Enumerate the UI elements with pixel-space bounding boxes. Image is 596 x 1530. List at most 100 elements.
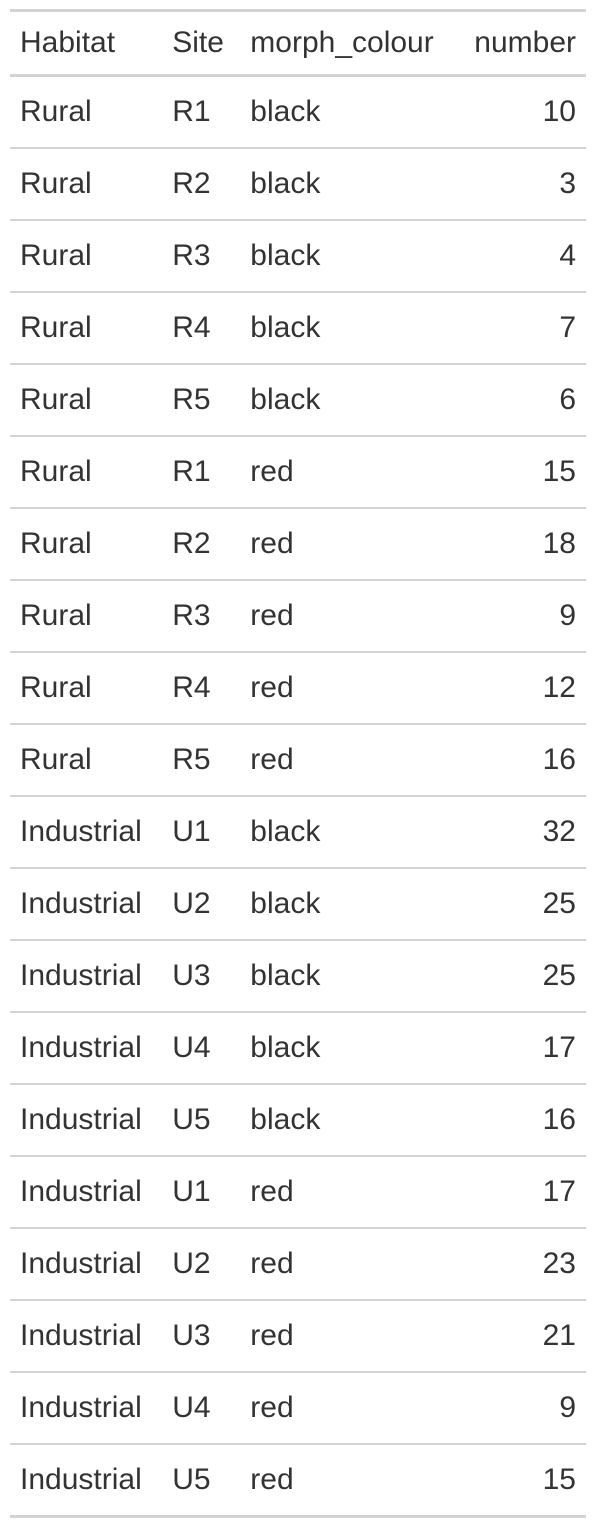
header-row: Habitat Site morph_colour number bbox=[10, 10, 586, 76]
table-row: Rural R2 black 3 bbox=[10, 148, 586, 220]
cell-habitat: Rural bbox=[20, 671, 92, 704]
cell-number: 9 bbox=[559, 1391, 576, 1424]
table-row: Industrial U2 red 23 bbox=[10, 1228, 586, 1300]
cell-site: U3 bbox=[172, 959, 211, 992]
cell-habitat: Rural bbox=[20, 383, 92, 416]
cell-site: U1 bbox=[172, 1175, 211, 1208]
cell-habitat: Rural bbox=[20, 167, 92, 200]
cell-site: R4 bbox=[172, 671, 211, 704]
cell-number: 15 bbox=[542, 1463, 576, 1496]
cell-morph-colour: red bbox=[250, 527, 294, 560]
cell-site: R5 bbox=[172, 743, 211, 776]
table-row: Rural R3 red 9 bbox=[10, 580, 586, 652]
table-row: Rural R4 red 12 bbox=[10, 652, 586, 724]
cell-morph-colour: black bbox=[250, 959, 321, 992]
cell-morph-colour: black bbox=[250, 1103, 321, 1136]
table-row: Industrial U5 red 15 bbox=[10, 1444, 586, 1517]
table-row: Rural R3 black 4 bbox=[10, 220, 586, 292]
cell-morph-colour: red bbox=[250, 743, 294, 776]
cell-habitat: Industrial bbox=[20, 1175, 142, 1208]
cell-number: 23 bbox=[542, 1247, 576, 1280]
cell-morph-colour: red bbox=[250, 671, 294, 704]
data-table-container: Habitat Site morph_colour number Rural R1… bbox=[10, 9, 586, 1518]
cell-site: R4 bbox=[172, 311, 211, 344]
cell-site: U5 bbox=[172, 1463, 211, 1496]
cell-morph-colour: black bbox=[250, 95, 321, 128]
cell-habitat: Rural bbox=[20, 239, 92, 272]
cell-site: R1 bbox=[172, 95, 211, 128]
column-header-site: Site bbox=[172, 26, 224, 59]
cell-number: 7 bbox=[559, 311, 576, 344]
cell-morph-colour: black bbox=[250, 167, 321, 200]
cell-number: 25 bbox=[542, 887, 576, 920]
cell-morph-colour: red bbox=[250, 1463, 294, 1496]
cell-number: 16 bbox=[542, 1103, 576, 1136]
cell-site: U5 bbox=[172, 1103, 211, 1136]
cell-morph-colour: red bbox=[250, 599, 294, 632]
table-row: Industrial U5 black 16 bbox=[10, 1084, 586, 1156]
cell-number: 18 bbox=[542, 527, 576, 560]
cell-habitat: Industrial bbox=[20, 815, 142, 848]
table-header: Habitat Site morph_colour number bbox=[10, 10, 586, 76]
cell-habitat: Rural bbox=[20, 311, 92, 344]
cell-number: 15 bbox=[542, 455, 576, 488]
cell-morph-colour: black bbox=[250, 239, 321, 272]
cell-habitat: Industrial bbox=[20, 1103, 142, 1136]
cell-number: 10 bbox=[542, 95, 576, 128]
data-table: Habitat Site morph_colour number Rural R1… bbox=[10, 9, 586, 1518]
table-row: Rural R1 black 10 bbox=[10, 76, 586, 149]
cell-morph-colour: black bbox=[250, 383, 321, 416]
cell-site: U2 bbox=[172, 887, 211, 920]
table-row: Industrial U1 black 32 bbox=[10, 796, 586, 868]
table-row: Industrial U2 black 25 bbox=[10, 868, 586, 940]
cell-site: U3 bbox=[172, 1319, 211, 1352]
cell-number: 25 bbox=[542, 959, 576, 992]
cell-habitat: Rural bbox=[20, 743, 92, 776]
column-header-number: number bbox=[474, 26, 576, 59]
cell-habitat: Industrial bbox=[20, 1391, 142, 1424]
cell-habitat: Rural bbox=[20, 527, 92, 560]
table-row: Industrial U4 black 17 bbox=[10, 1012, 586, 1084]
cell-number: 12 bbox=[542, 671, 576, 704]
cell-morph-colour: red bbox=[250, 1175, 294, 1208]
cell-site: R2 bbox=[172, 527, 211, 560]
column-header-morph-colour: morph_colour bbox=[250, 26, 434, 59]
table-row: Rural R5 red 16 bbox=[10, 724, 586, 796]
cell-site: U4 bbox=[172, 1031, 211, 1064]
column-header-habitat: Habitat bbox=[20, 26, 116, 59]
cell-habitat: Rural bbox=[20, 95, 92, 128]
cell-morph-colour: black bbox=[250, 815, 321, 848]
cell-morph-colour: red bbox=[250, 1319, 294, 1352]
cell-site: U2 bbox=[172, 1247, 211, 1280]
cell-morph-colour: red bbox=[250, 1247, 294, 1280]
cell-habitat: Rural bbox=[20, 455, 92, 488]
cell-morph-colour: red bbox=[250, 1391, 294, 1424]
table-row: Industrial U4 red 9 bbox=[10, 1372, 586, 1444]
cell-number: 17 bbox=[542, 1031, 576, 1064]
cell-morph-colour: red bbox=[250, 455, 294, 488]
table-row: Industrial U1 red 17 bbox=[10, 1156, 586, 1228]
cell-number: 6 bbox=[559, 383, 576, 416]
cell-site: R3 bbox=[172, 599, 211, 632]
cell-number: 17 bbox=[542, 1175, 576, 1208]
cell-site: R3 bbox=[172, 239, 211, 272]
cell-habitat: Industrial bbox=[20, 1463, 142, 1496]
table-row: Industrial U3 red 21 bbox=[10, 1300, 586, 1372]
cell-site: R2 bbox=[172, 167, 211, 200]
cell-number: 16 bbox=[542, 743, 576, 776]
cell-morph-colour: black bbox=[250, 887, 321, 920]
cell-number: 9 bbox=[559, 599, 576, 632]
cell-morph-colour: black bbox=[250, 311, 321, 344]
table-row: Rural R1 red 15 bbox=[10, 436, 586, 508]
cell-number: 32 bbox=[542, 815, 576, 848]
cell-habitat: Industrial bbox=[20, 887, 142, 920]
cell-site: U4 bbox=[172, 1391, 211, 1424]
cell-morph-colour: black bbox=[250, 1031, 321, 1064]
table-row: Rural R4 black 7 bbox=[10, 292, 586, 364]
cell-habitat: Industrial bbox=[20, 1031, 142, 1064]
cell-site: R5 bbox=[172, 383, 211, 416]
cell-habitat: Industrial bbox=[20, 959, 142, 992]
table-row: Rural R5 black 6 bbox=[10, 364, 586, 436]
cell-habitat: Industrial bbox=[20, 1247, 142, 1280]
cell-site: U1 bbox=[172, 815, 211, 848]
